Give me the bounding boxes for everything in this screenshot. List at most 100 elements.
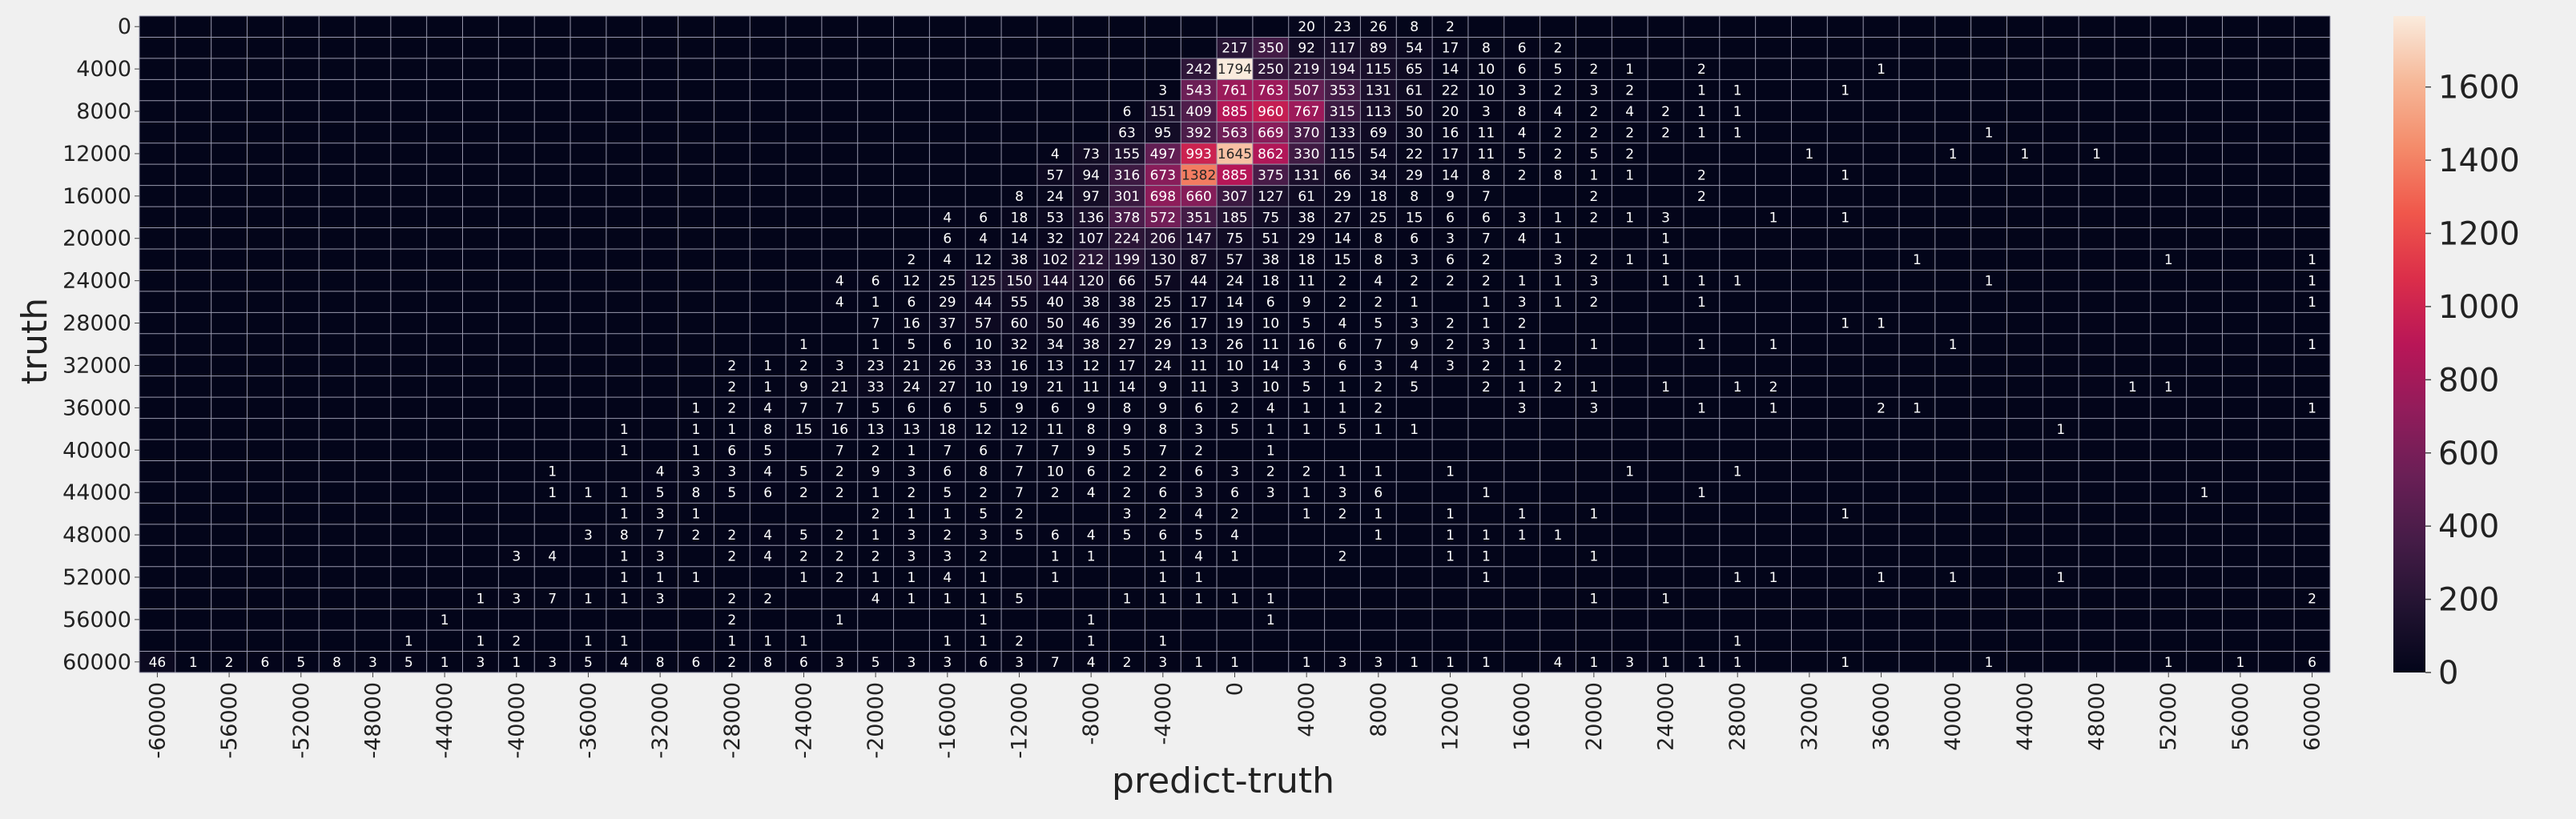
cell-label: 1 xyxy=(1733,379,1742,395)
heatmap-cell xyxy=(1540,375,1576,398)
cell-label: 330 xyxy=(1294,147,1319,163)
cell-label: 57 xyxy=(1154,274,1172,290)
cell-label: 1 xyxy=(1589,591,1598,607)
heatmap-cell xyxy=(1683,291,1720,313)
heatmap-cell xyxy=(1073,355,1109,376)
heatmap-cell xyxy=(1719,460,1756,482)
heatmap-cell xyxy=(390,630,427,652)
cell-label: 1 xyxy=(1985,274,1994,290)
cell-label: 27 xyxy=(939,379,956,395)
heatmap-cell xyxy=(1432,227,1468,249)
cell-label: 1 xyxy=(1374,422,1383,438)
heatmap-cell xyxy=(1396,100,1433,122)
cell-label: 1 xyxy=(1697,485,1706,501)
cell-label: 9 xyxy=(1087,400,1096,416)
heatmap-cell xyxy=(1576,291,1612,313)
heatmap-cell xyxy=(965,227,1002,249)
heatmap-cell xyxy=(1181,651,1218,672)
heatmap-cell xyxy=(786,460,822,482)
heatmap-cell xyxy=(1217,79,1253,101)
heatmap-cell xyxy=(678,460,714,482)
heatmap-cell xyxy=(1396,270,1433,291)
cell-label: 3 xyxy=(512,549,521,565)
heatmap-cell xyxy=(821,524,858,546)
cell-label: 4 xyxy=(1554,655,1563,671)
heatmap-cell xyxy=(1181,227,1218,249)
cell-label: 63 xyxy=(1118,125,1136,141)
cell-label: 10 xyxy=(975,337,992,353)
heatmap-cell xyxy=(1503,100,1540,122)
heatmap-cell xyxy=(1612,79,1648,101)
heatmap-cell xyxy=(1217,651,1253,672)
heatmap-cell xyxy=(1217,503,1253,524)
cell-label: 1 xyxy=(1446,549,1455,565)
cell-label: 1 xyxy=(2092,147,2101,163)
heatmap-cell xyxy=(1324,37,1361,58)
heatmap-cell xyxy=(929,588,966,609)
cell-label: 7 xyxy=(1051,443,1060,459)
heatmap-cell xyxy=(534,545,571,567)
cell-label: 1 xyxy=(1661,252,1670,268)
heatmap-cell xyxy=(1252,481,1289,504)
heatmap-cell xyxy=(1612,100,1648,122)
cell-label: 375 xyxy=(1258,167,1283,183)
heatmap-cell xyxy=(283,651,320,672)
x-tick-label: 4000 xyxy=(1294,682,1319,737)
heatmap-cell xyxy=(1576,397,1612,419)
cell-label: 2 xyxy=(1338,507,1347,523)
cell-label: 1 xyxy=(1733,125,1742,141)
heatmap-cell xyxy=(1503,503,1540,524)
heatmap-cell xyxy=(965,545,1002,567)
heatmap-cell xyxy=(929,270,966,291)
heatmap-cell xyxy=(1576,375,1612,398)
heatmap-cell xyxy=(1252,207,1289,228)
heatmap-cell xyxy=(1324,418,1361,440)
cell-label: 57 xyxy=(1226,252,1244,268)
cell-label: 315 xyxy=(1330,104,1355,120)
cell-label: 5 xyxy=(908,337,916,353)
heatmap-cell xyxy=(1827,503,1864,524)
heatmap-cell xyxy=(1288,100,1325,122)
heatmap-cell xyxy=(1288,207,1325,228)
heatmap-cell xyxy=(1540,37,1576,58)
heatmap-cell xyxy=(750,545,787,567)
cell-label: 1 xyxy=(1338,379,1347,395)
heatmap-cell xyxy=(1073,375,1109,398)
heatmap-cell xyxy=(893,397,930,419)
cell-label: 1 xyxy=(1769,337,1778,353)
heatmap-cell xyxy=(1396,207,1433,228)
heatmap-cell xyxy=(1252,164,1289,186)
cell-label: 29 xyxy=(1334,189,1351,205)
cell-label: 29 xyxy=(1406,167,1423,183)
heatmap-cell xyxy=(606,524,642,546)
heatmap-cell xyxy=(929,248,966,271)
heatmap-cell xyxy=(1540,143,1576,165)
heatmap-cell xyxy=(606,566,642,588)
cell-label: 5 xyxy=(871,400,880,416)
y-tick-label: 48000 xyxy=(62,523,131,548)
cell-label: 24 xyxy=(1154,358,1172,374)
x-tick-label: -20000 xyxy=(863,682,888,759)
heatmap-cell xyxy=(1467,524,1504,546)
cell-label: 3 xyxy=(1446,231,1455,247)
heatmap-cell xyxy=(1252,375,1289,398)
heatmap-cell xyxy=(1360,16,1397,38)
cell-label: 5 xyxy=(1194,528,1203,544)
heatmap-cell xyxy=(1145,355,1181,376)
cell-label: 29 xyxy=(939,295,956,311)
heatmap-cell xyxy=(1181,312,1218,334)
heatmap-cell xyxy=(1252,270,1289,291)
heatmap-cell xyxy=(678,481,714,504)
cell-label: 1 xyxy=(1841,655,1849,671)
cell-label: 1 xyxy=(1266,591,1275,607)
cell-label: 1 xyxy=(1230,549,1239,565)
y-tick-label: 4000 xyxy=(76,57,131,82)
heatmap-cell xyxy=(2186,481,2223,504)
cell-label: 3 xyxy=(1230,379,1239,395)
cell-label: 3 xyxy=(656,591,665,607)
heatmap-cell xyxy=(1252,248,1289,271)
cell-label: 862 xyxy=(1258,147,1283,163)
heatmap-cell xyxy=(1001,375,1037,398)
cell-label: 61 xyxy=(1298,189,1315,205)
cell-label: 6 xyxy=(979,655,988,671)
